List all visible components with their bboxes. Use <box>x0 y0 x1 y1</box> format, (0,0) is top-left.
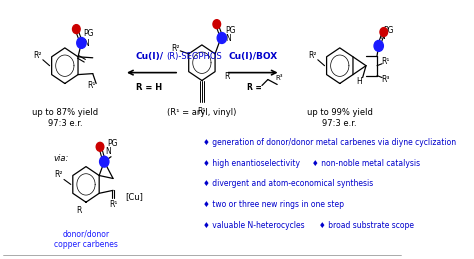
Text: ♦ two or three new rings in one step: ♦ two or three new rings in one step <box>203 200 344 209</box>
Text: N: N <box>225 34 231 44</box>
Text: H: H <box>356 77 362 86</box>
Text: R²: R² <box>55 170 63 179</box>
Text: R²: R² <box>309 51 317 60</box>
Text: Cu(I)/: Cu(I)/ <box>136 52 164 61</box>
Text: [Cu]: [Cu] <box>125 192 143 201</box>
Circle shape <box>374 40 383 51</box>
Text: up to 99% yield
97:3 e.r.: up to 99% yield 97:3 e.r. <box>307 108 373 128</box>
Text: ♦ high enantioselectivity     ♦ non-noble metal catalysis: ♦ high enantioselectivity ♦ non-noble me… <box>203 159 420 168</box>
Text: donor/donor
copper carbenes: donor/donor copper carbenes <box>54 230 118 249</box>
Text: N: N <box>106 147 111 156</box>
Text: R¹: R¹ <box>198 107 206 116</box>
Text: PG: PG <box>108 139 118 148</box>
Circle shape <box>380 28 388 37</box>
Text: via:: via: <box>54 154 69 163</box>
Text: ♦ divergent and atom-economical synthesis: ♦ divergent and atom-economical synthesi… <box>203 179 373 189</box>
Text: ♦ generation of donor/donor metal carbenes via diyne cyclization: ♦ generation of donor/donor metal carben… <box>203 138 456 147</box>
Text: PG: PG <box>225 26 236 35</box>
Circle shape <box>217 33 227 44</box>
Text: (R¹ = aryl, vinyl): (R¹ = aryl, vinyl) <box>167 108 237 117</box>
Text: R²: R² <box>171 44 180 53</box>
Text: (R)-SEGPHOS: (R)-SEGPHOS <box>166 52 222 61</box>
Text: N: N <box>379 32 385 40</box>
Text: R: R <box>76 206 82 215</box>
Text: R¹: R¹ <box>381 57 390 66</box>
Text: R³: R³ <box>275 75 283 81</box>
Circle shape <box>100 156 109 167</box>
Text: N: N <box>83 39 90 48</box>
Text: R =: R = <box>247 83 264 91</box>
Text: R¹: R¹ <box>88 81 96 90</box>
Text: R = H: R = H <box>137 83 163 92</box>
Text: Cu(I)/BOX: Cu(I)/BOX <box>228 52 277 61</box>
Text: R²: R² <box>34 51 42 60</box>
Text: PG: PG <box>83 28 93 38</box>
Circle shape <box>77 38 86 48</box>
Circle shape <box>96 142 104 151</box>
Circle shape <box>213 20 220 28</box>
Text: PG: PG <box>383 26 394 35</box>
Text: R¹: R¹ <box>109 200 117 209</box>
Text: R: R <box>224 72 229 81</box>
Text: R³: R³ <box>381 75 390 84</box>
Text: up to 87% yield
97:3 e.r.: up to 87% yield 97:3 e.r. <box>32 108 98 128</box>
Text: ♦ valuable N-heterocycles      ♦ broad substrate scope: ♦ valuable N-heterocycles ♦ broad substr… <box>203 221 414 230</box>
Circle shape <box>73 25 80 33</box>
